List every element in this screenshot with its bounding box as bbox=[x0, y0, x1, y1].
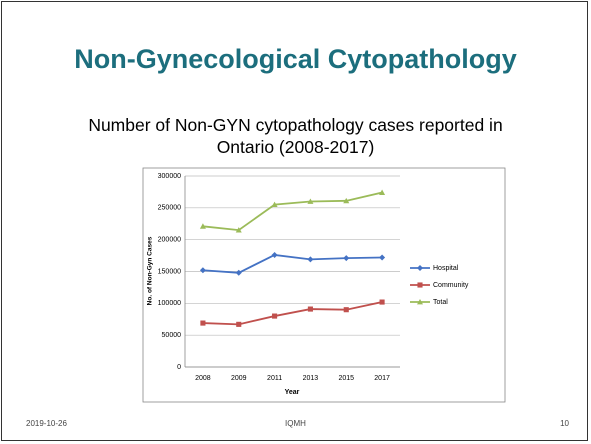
y-tick-label: 50000 bbox=[162, 332, 182, 339]
marker bbox=[343, 197, 350, 204]
marker bbox=[307, 198, 314, 204]
x-tick-label: 2013 bbox=[303, 375, 319, 382]
marker bbox=[235, 269, 242, 276]
legend-label: Total bbox=[433, 299, 448, 306]
y-tick-label: 300000 bbox=[158, 173, 181, 180]
marker bbox=[343, 307, 349, 313]
x-tick-label: 2015 bbox=[338, 375, 354, 382]
y-axis-label: No. of Non-Gyn Cases bbox=[147, 236, 154, 305]
x-axis-label: Year bbox=[285, 389, 300, 396]
x-tick-label: 2011 bbox=[267, 375, 282, 382]
y-tick-label: 200000 bbox=[158, 237, 181, 244]
marker bbox=[379, 299, 385, 305]
legend-label: Community bbox=[433, 282, 469, 289]
marker bbox=[271, 201, 278, 208]
legend-marker bbox=[417, 265, 423, 271]
legend-marker bbox=[417, 282, 423, 288]
y-tick-label: 250000 bbox=[158, 205, 181, 212]
marker bbox=[307, 306, 313, 312]
chart-box bbox=[142, 167, 506, 403]
chart-subtitle: Number of Non-GYN cytopathology cases re… bbox=[88, 115, 503, 157]
legend-marker bbox=[417, 299, 423, 305]
series-line bbox=[202, 254, 383, 274]
marker bbox=[307, 256, 314, 263]
marker bbox=[271, 251, 278, 258]
footer-date: 2019-10-26 bbox=[26, 419, 67, 428]
x-tick-label: 2009 bbox=[231, 375, 247, 382]
marker bbox=[236, 321, 242, 327]
x-tick-label: 2017 bbox=[374, 375, 390, 382]
series-line bbox=[202, 191, 383, 232]
legend-label: Hospital bbox=[433, 265, 459, 272]
page-number: 10 bbox=[560, 419, 569, 428]
x-tick-label: 2008 bbox=[195, 375, 211, 382]
marker bbox=[379, 189, 386, 195]
marker bbox=[199, 267, 206, 274]
marker bbox=[235, 227, 242, 233]
marker bbox=[272, 313, 278, 319]
y-tick-label: 150000 bbox=[158, 268, 181, 275]
marker bbox=[199, 223, 206, 229]
series-line bbox=[202, 301, 383, 326]
marker bbox=[200, 320, 206, 326]
footer-text: IQMH bbox=[285, 419, 306, 428]
y-tick-label: 0 bbox=[177, 364, 181, 371]
marker bbox=[379, 254, 386, 261]
marker bbox=[343, 255, 350, 262]
slide-title: Non-Gynecological Cytopathology bbox=[74, 44, 517, 74]
y-tick-label: 100000 bbox=[158, 300, 181, 307]
